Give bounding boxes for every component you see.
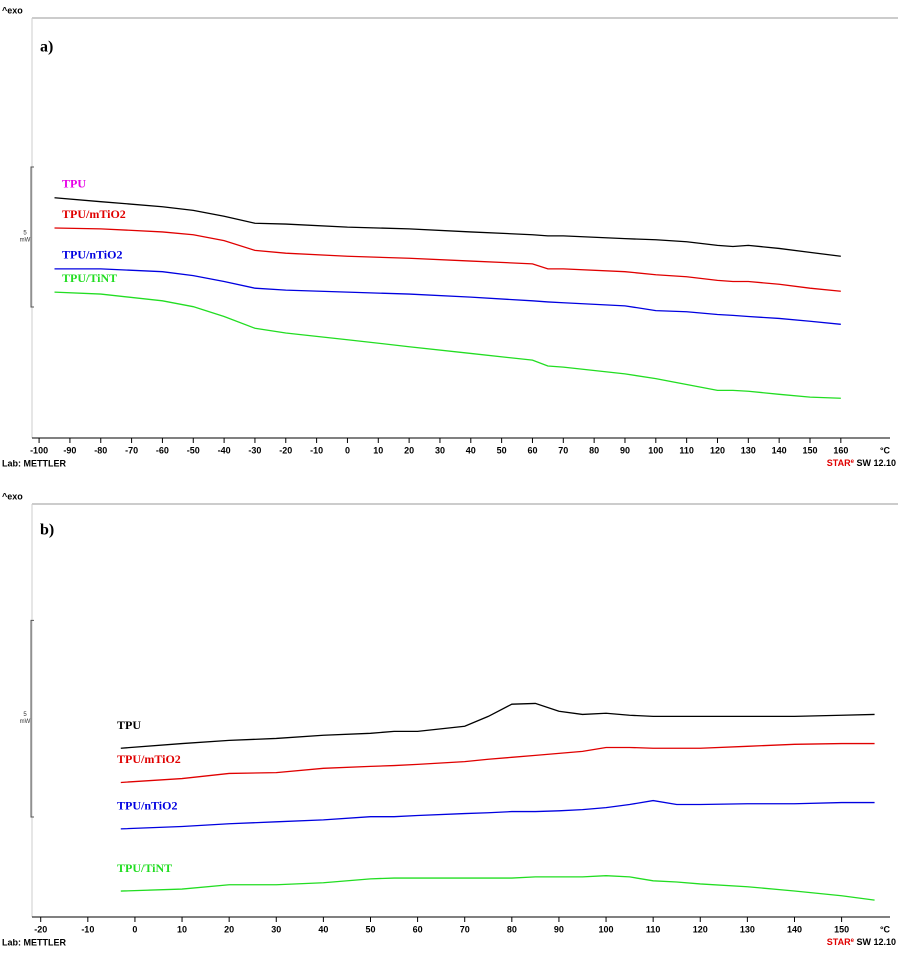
x-tick-label: -80 [94, 445, 107, 455]
x-tick-label: -40 [218, 445, 231, 455]
x-tick-label: -10 [81, 924, 94, 934]
series-label: TPU/TiNT [117, 861, 172, 875]
series-label: TPU/nTiO2 [117, 799, 177, 813]
x-unit: °C [880, 445, 891, 455]
series-line [120, 742, 875, 784]
series-label: TPU/nTiO2 [62, 248, 122, 262]
x-tick-label: 50 [365, 924, 375, 934]
series-line [120, 702, 875, 749]
footer-text: SW 12.10 [856, 458, 896, 468]
series-label: TPU/mTiO2 [62, 207, 126, 221]
x-tick-label: 150 [834, 924, 849, 934]
x-tick-label: 70 [558, 445, 568, 455]
x-tick-label: 150 [802, 445, 817, 455]
x-tick-label: -20 [34, 924, 47, 934]
x-tick-label: -100 [30, 445, 48, 455]
x-tick-label: 110 [679, 445, 694, 455]
footer-superscript: e [851, 938, 855, 944]
x-tick-label: 120 [710, 445, 725, 455]
x-tick-label: -70 [125, 445, 138, 455]
x-tick-label: 100 [648, 445, 663, 455]
x-tick-label: -90 [63, 445, 76, 455]
series-label: TPU [62, 177, 86, 191]
x-tick-label: 30 [435, 445, 445, 455]
x-unit: °C [880, 924, 891, 934]
x-tick-label: 40 [466, 445, 476, 455]
x-tick-label: 10 [373, 445, 383, 455]
x-tick-label: 80 [507, 924, 517, 934]
footer-right: STARe SW 12.10 [827, 934, 896, 947]
x-tick-label: 130 [741, 445, 756, 455]
exo-label: ^exo [2, 491, 23, 501]
footer-brand: STAR [827, 458, 851, 468]
series-line [120, 875, 875, 901]
series-line [120, 799, 875, 830]
scale-unit: mW [20, 719, 31, 725]
x-tick-label: 0 [132, 924, 137, 934]
x-tick-label: 0 [345, 445, 350, 455]
series-label: TPU [117, 718, 141, 732]
series-line [54, 197, 841, 257]
x-tick-label: 30 [271, 924, 281, 934]
scale-value: 5 [23, 231, 27, 237]
series-line [54, 268, 841, 325]
x-tick-label: 90 [554, 924, 564, 934]
panel-title: b) [40, 522, 54, 539]
footer-right: STARe SW 12.10 [827, 455, 896, 468]
scale-bar [30, 166, 34, 308]
x-tick-label: -20 [279, 445, 292, 455]
dsc-panel: ^exo b) 5mW -20 -10 0 10 20 30 40 50 60 70 80 90 100 110… [2, 491, 898, 947]
x-tick-label: 80 [589, 445, 599, 455]
x-tick-label: 60 [413, 924, 423, 934]
x-tick-label: 100 [599, 924, 614, 934]
x-tick-label: 10 [177, 924, 187, 934]
footer-left: Lab: METTLER [2, 937, 66, 947]
x-tick-label: 60 [527, 445, 537, 455]
series-label: TPU/TiNT [62, 271, 117, 285]
footer-text: SW 12.10 [856, 937, 896, 947]
x-tick-label: -50 [187, 445, 200, 455]
x-tick-label: 120 [693, 924, 708, 934]
x-tick-label: 130 [740, 924, 755, 934]
x-tick-label: 140 [772, 445, 787, 455]
footer-brand: STAR [827, 937, 851, 947]
x-tick-label: 140 [787, 924, 802, 934]
series-label: TPU/mTiO2 [117, 752, 181, 766]
x-tick-label: 20 [224, 924, 234, 934]
scale-bar [30, 619, 34, 818]
panel-title: a) [40, 39, 53, 56]
x-tick-label: 160 [833, 445, 848, 455]
x-tick-label: 50 [497, 445, 507, 455]
footer-left: Lab: METTLER [2, 458, 66, 468]
x-tick-label: 70 [460, 924, 470, 934]
series-line [54, 291, 841, 399]
scale-unit: mW [20, 238, 31, 244]
series-line [54, 227, 841, 292]
x-tick-label: -10 [310, 445, 323, 455]
x-tick-label: 40 [318, 924, 328, 934]
x-tick-label: 90 [620, 445, 630, 455]
x-tick-label: -60 [156, 445, 169, 455]
exo-label: ^exo [2, 5, 23, 15]
x-tick-label: -30 [248, 445, 261, 455]
footer-superscript: e [851, 459, 855, 465]
scale-value: 5 [23, 712, 27, 718]
x-tick-label: 110 [646, 924, 661, 934]
x-tick-label: 20 [404, 445, 414, 455]
